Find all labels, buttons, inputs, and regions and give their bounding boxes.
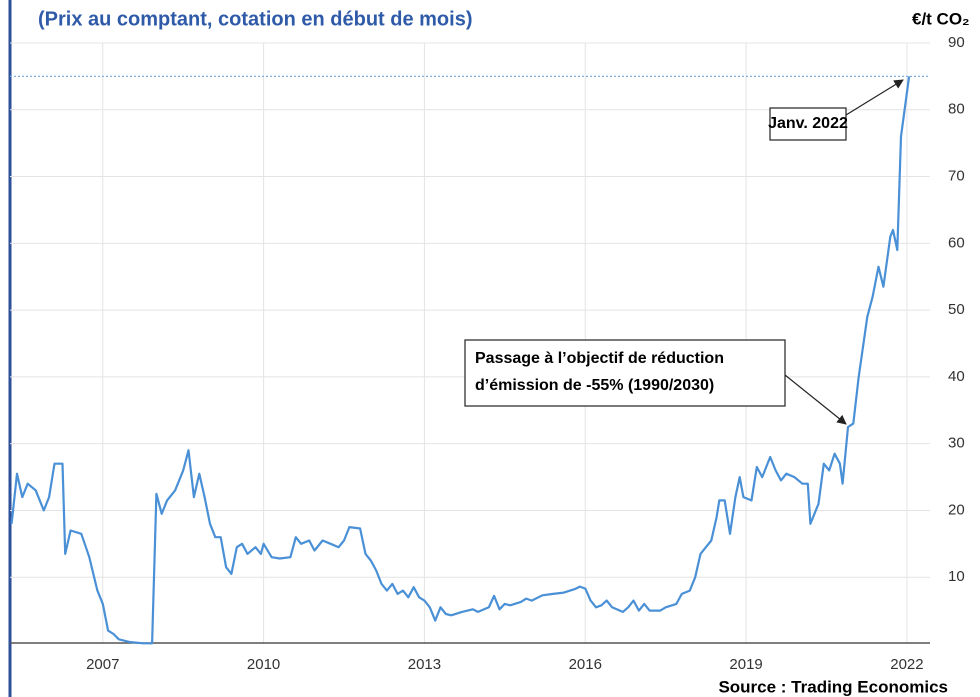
subtitle: (Prix au comptant, cotation en début de … <box>38 8 472 30</box>
y-tick-label: 70 <box>948 168 965 185</box>
y-tick-label: 20 <box>948 501 965 518</box>
y-tick-label: 40 <box>948 368 965 385</box>
annotation-text: Passage à l’objectif de réduction <box>475 350 724 367</box>
y-tick-label: 30 <box>948 435 965 452</box>
annotation-arrow <box>784 374 847 425</box>
annotation-text: d’émission de -55% (1990/2030) <box>475 377 714 394</box>
y-tick-label: 90 <box>948 34 965 51</box>
x-tick-label: 2010 <box>247 656 280 673</box>
x-tick-label: 2019 <box>729 656 762 673</box>
x-tick-label: 2022 <box>890 656 923 673</box>
annotation-box <box>769 107 847 141</box>
annotation-text: Janv. 2022 <box>768 115 848 132</box>
y-unit: €/t CO₂ <box>912 9 970 28</box>
y-tick-label: 80 <box>948 101 965 118</box>
annotation-box <box>464 339 786 407</box>
annotation-arrow <box>845 79 904 116</box>
y-tick-label: 10 <box>948 568 965 585</box>
source: Source : Trading Economics <box>718 677 948 696</box>
x-tick-label: 2016 <box>569 656 602 673</box>
x-tick-label: 2007 <box>86 656 119 673</box>
y-tick-label: 50 <box>948 301 965 318</box>
x-tick-label: 2013 <box>408 656 441 673</box>
y-tick-label: 60 <box>948 234 965 251</box>
price-line <box>10 76 911 645</box>
